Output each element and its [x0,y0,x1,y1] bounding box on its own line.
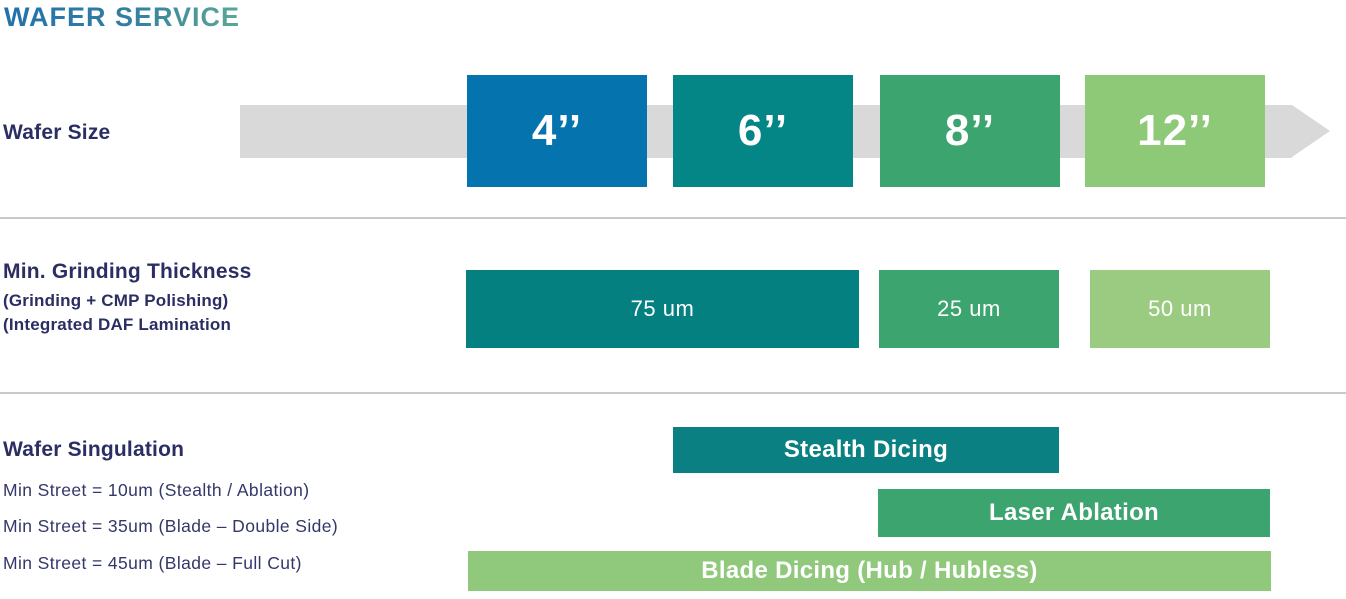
wafer-size-value-12in: 12’’ [1137,106,1213,155]
grinding-note-daf: (Integrated DAF Lamination [3,315,232,334]
wafer-size-value-6in: 6’’ [737,106,789,155]
grinding-value-50um: 50 um [1148,296,1212,321]
wafer-size-box-6in: 6’’ [673,75,853,187]
grinding-value-25um: 25 um [937,296,1001,321]
singulation-bar-blade-dicing: Blade Dicing (Hub / Hubless) [468,551,1271,591]
grinding-note-polishing: (Grinding + CMP Polishing) [3,291,229,310]
singulation-bar-label-stealth: Stealth Dicing [783,436,949,463]
wafer-size-box-4in: 4’’ [467,75,647,187]
singulation-note-blade-double: Min Street = 35um (Blade – Double Side) [3,516,339,536]
grinding-section-label: Min. Grinding Thickness [3,260,252,283]
singulation-section-label: Wafer Singulation [3,438,185,461]
grinding-box-75um: 75 um [466,270,859,348]
singulation-note-stealth: Min Street = 10um (Stealth / Ablation) [3,480,310,500]
singulation-note-blade-full: Min Street = 45um (Blade – Full Cut) [3,553,302,573]
grinding-box-25um: 25 um [879,270,1059,348]
wafer-size-value-4in: 4’’ [531,106,583,155]
singulation-bar-laser-ablation: Laser Ablation [878,489,1270,537]
page-title: WAFER SERVICE [4,2,241,32]
section-divider-1 [0,217,1346,219]
arrow-right-icon [1292,105,1330,157]
grinding-value-75um: 75 um [630,296,695,321]
singulation-bar-label-blade: Blade Dicing (Hub / Hubless) [701,557,1038,584]
section-divider-2 [0,392,1346,394]
grinding-box-50um: 50 um [1090,270,1270,348]
singulation-bar-stealth-dicing: Stealth Dicing [673,427,1059,473]
wafer-size-label: Wafer Size [3,121,111,144]
wafer-size-box-8in: 8’’ [880,75,1060,187]
singulation-bar-label-laser: Laser Ablation [988,499,1159,526]
wafer-size-box-12in: 12’’ [1085,75,1265,187]
wafer-size-value-8in: 8’’ [944,106,996,155]
